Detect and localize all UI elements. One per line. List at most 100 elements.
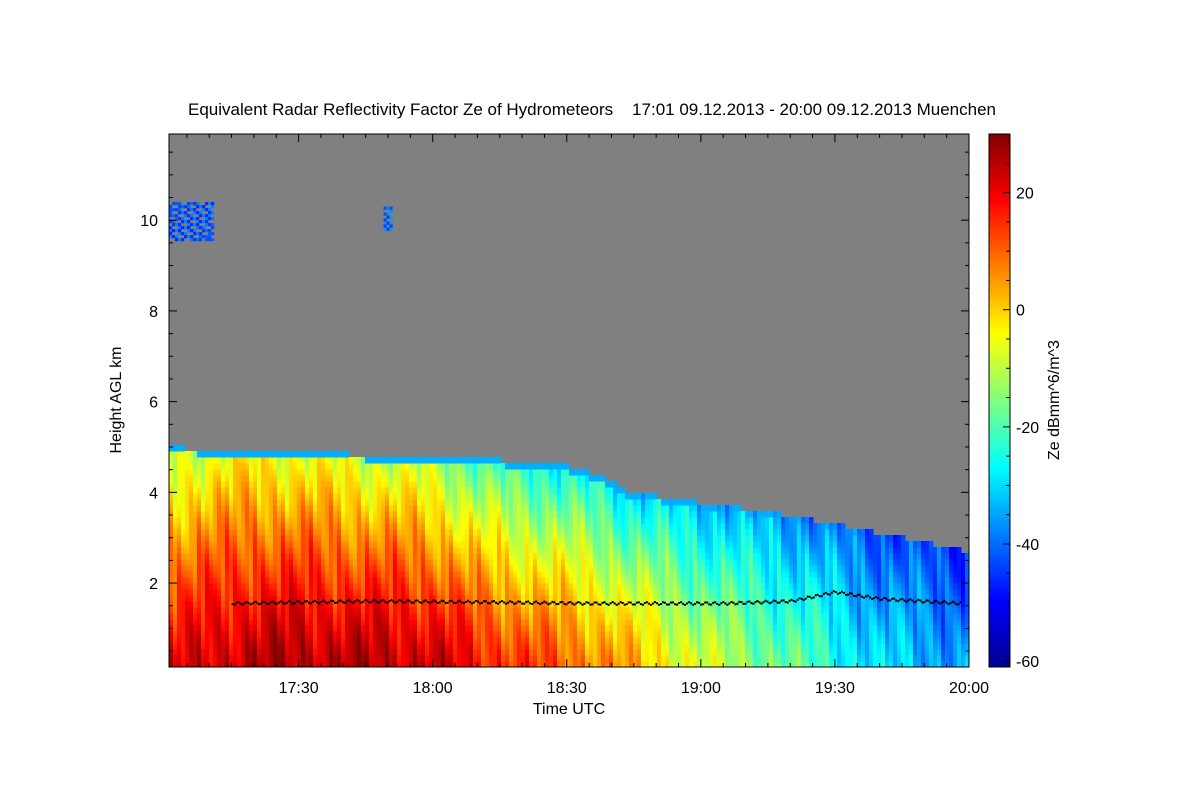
heatmap-cell: [413, 529, 418, 536]
heatmap-cell: [661, 595, 666, 602]
heatmap-cell: [349, 529, 354, 536]
heatmap-cell: [253, 541, 258, 548]
heatmap-cell: [365, 631, 370, 638]
heatmap-cell: [489, 535, 494, 542]
heatmap-cell: [705, 547, 710, 554]
heatmap-cell: [185, 631, 190, 638]
heatmap-cell: [593, 505, 598, 512]
heatmap-cell: [409, 481, 414, 488]
heatmap-cell: [213, 577, 218, 584]
heatmap-cell: [345, 487, 350, 494]
heatmap-cell: [545, 511, 550, 518]
heatmap-cell: [381, 577, 386, 584]
heatmap-cell: [269, 643, 274, 650]
heatmap-cell: [617, 577, 622, 584]
heatmap-cell: [561, 511, 566, 518]
heatmap-cell: [685, 499, 690, 506]
heatmap-cell: [225, 577, 230, 584]
heatmap-cell: [665, 637, 670, 644]
heatmap-cell: [273, 631, 278, 638]
heatmap-cell: [389, 613, 394, 620]
heatmap-cell: [701, 607, 706, 614]
heatmap-cell: [545, 661, 550, 668]
heatmap-cell: [233, 463, 238, 470]
heatmap-cell: [461, 619, 466, 626]
heatmap-cell: [273, 523, 278, 530]
heatmap-cell: [421, 463, 426, 470]
heatmap-cell: [253, 463, 258, 470]
heatmap-cell: [653, 655, 658, 662]
heatmap-cell: [401, 613, 406, 620]
heatmap-cell: [485, 619, 490, 626]
heatmap-cell: [333, 601, 338, 608]
heatmap-cell: [381, 589, 386, 596]
heatmap-cell: [289, 559, 294, 566]
heatmap-cell: [761, 535, 766, 542]
heatmap-cell: [237, 499, 242, 506]
heatmap-cell: [285, 499, 290, 506]
heatmap-cell: [241, 523, 246, 530]
heatmap-cell: [465, 661, 470, 668]
heatmap-cell: [465, 619, 470, 626]
heatmap-cell: [749, 577, 754, 584]
heatmap-cell: [289, 571, 294, 578]
heatmap-cell: [709, 625, 714, 632]
heatmap-cell: [637, 535, 642, 542]
heatmap-cell: [377, 505, 382, 512]
heatmap-cell: [653, 595, 658, 602]
heatmap-cell: [605, 535, 610, 542]
heatmap-cell: [201, 529, 206, 536]
heatmap-cell: [553, 499, 558, 506]
heatmap-cell: [765, 643, 770, 650]
heatmap-cell: [297, 595, 302, 602]
heatmap-cell: [305, 553, 310, 560]
heatmap-cell: [761, 601, 766, 608]
heatmap-cell: [469, 643, 474, 650]
heatmap-cell: [373, 493, 378, 500]
heatmap-cell: [409, 631, 414, 638]
heatmap-cell: [517, 523, 522, 530]
heatmap-cell: [361, 547, 366, 554]
heatmap-cell: [233, 619, 238, 626]
heatmap-cell: [325, 451, 330, 458]
heatmap-cell: [333, 505, 338, 512]
heatmap-cell: [297, 481, 302, 488]
heatmap-cell: [253, 655, 258, 662]
heatmap-cell: [413, 661, 418, 668]
heatmap-cell: [705, 601, 710, 608]
heatmap-cell: [261, 553, 266, 560]
heatmap-cell: [585, 499, 590, 506]
heatmap-cell: [517, 493, 522, 500]
heatmap-cell: [193, 511, 198, 518]
heatmap-cell: [529, 559, 534, 566]
heatmap-cell: [485, 655, 490, 662]
heatmap-cell: [573, 577, 578, 584]
heatmap-cell: [721, 529, 726, 536]
heatmap-cell: [217, 451, 222, 458]
heatmap-cell: [597, 655, 602, 662]
heatmap-cell: [449, 505, 454, 512]
heatmap-cell: [617, 541, 622, 548]
heatmap-cell: [445, 601, 450, 608]
heatmap-cell: [293, 511, 298, 518]
heatmap-cell: [569, 469, 574, 476]
heatmap-cell: [337, 481, 342, 488]
heatmap-cell: [629, 625, 634, 632]
heatmap-cell: [285, 541, 290, 548]
heatmap-cell: [685, 589, 690, 596]
heatmap-cell: [481, 523, 486, 530]
heatmap-cell: [357, 499, 362, 506]
heatmap-cell: [769, 643, 774, 650]
heatmap-cell: [605, 571, 610, 578]
heatmap-cell: [441, 541, 446, 548]
heatmap-cell: [285, 547, 290, 554]
heatmap-cell: [597, 571, 602, 578]
heatmap-cell: [281, 607, 286, 614]
heatmap-cell: [725, 535, 730, 542]
heatmap-cell: [325, 631, 330, 638]
heatmap-cell: [337, 547, 342, 554]
heatmap-cell: [393, 523, 398, 530]
heatmap-cell: [197, 469, 202, 476]
heatmap-cell: [649, 493, 654, 500]
heatmap-cell: [521, 469, 526, 476]
